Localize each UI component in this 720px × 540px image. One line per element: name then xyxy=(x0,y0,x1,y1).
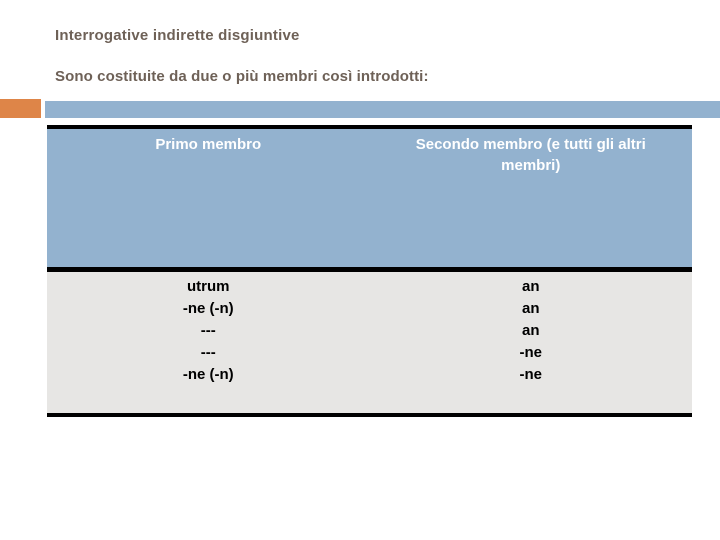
table-header-label: Primo membro xyxy=(155,136,262,153)
table-cell: -ne xyxy=(519,366,543,383)
table-row: -ne (-n) -ne xyxy=(47,364,692,386)
table-row: utrum an xyxy=(47,276,692,298)
table-cell: an xyxy=(521,278,540,295)
table-cell: an xyxy=(521,322,540,339)
table-cell: -ne xyxy=(519,344,543,361)
table-row: --- an xyxy=(47,320,692,342)
slide-title: Interrogative indirette disgiuntive xyxy=(55,27,300,44)
table-header-primo-membro: Primo membro xyxy=(47,129,370,267)
table-cell: utrum xyxy=(187,278,230,295)
table-header-secondo-membro: Secondo membro (e tutti gli altri membri… xyxy=(370,129,693,267)
table-cell: an xyxy=(521,300,540,317)
table-row: --- -ne xyxy=(47,342,692,364)
table-row: -ne (-n) an xyxy=(47,298,692,320)
table-header-row: Primo membro Secondo membro (e tutti gli… xyxy=(47,125,692,267)
members-table: Primo membro Secondo membro (e tutti gli… xyxy=(47,125,692,417)
table-cell: --- xyxy=(200,322,216,339)
table-cell: -ne (-n) xyxy=(182,366,234,383)
slide-subtitle: Sono costituite da due o più membri così… xyxy=(55,68,429,85)
table-header-label: Secondo membro (e tutti gli altri membri… xyxy=(415,136,646,174)
accent-bar-blue xyxy=(45,101,720,118)
table-body: utrum an -ne (-n) an --- an --- -ne -ne … xyxy=(47,267,692,417)
table-cell: -ne (-n) xyxy=(182,300,234,317)
accent-bar-orange xyxy=(0,99,41,118)
table-cell: --- xyxy=(200,344,216,361)
